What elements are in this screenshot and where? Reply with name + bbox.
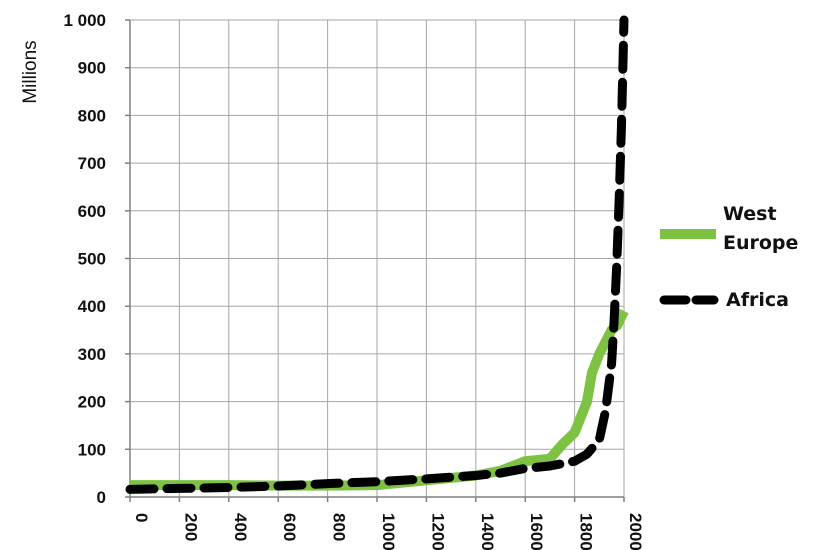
x-tick-label: 600 (280, 513, 299, 541)
x-tick-label: 1200 (428, 513, 447, 550)
y-tick-label: 500 (78, 250, 106, 269)
grid-lines (129, 19, 625, 498)
legend: West Europe Africa (659, 203, 798, 311)
x-tick-label: 1400 (478, 513, 497, 550)
x-tick-label: 1600 (527, 513, 546, 550)
series-line-africa (125, 15, 629, 494)
x-tick-label: 2000 (626, 513, 645, 550)
y-tick-label: 200 (78, 393, 106, 412)
y-tick-label: 600 (78, 202, 106, 221)
x-tick-label: 1800 (577, 513, 596, 550)
series-lines (125, 15, 629, 494)
y-tick-label: 900 (78, 59, 106, 78)
y-axis-ticks: 0 100 200 300 400 500 600 700 800 900 1 000 (63, 11, 130, 507)
y-tick-label: 800 (78, 106, 106, 125)
x-tick-label: 1000 (379, 513, 398, 550)
x-tick-label: 800 (330, 513, 349, 541)
x-tick-label: 0 (132, 513, 151, 522)
x-tick-label: 200 (181, 513, 200, 541)
y-tick-label: 0 (97, 488, 106, 507)
legend-label-line: Europe (723, 232, 798, 254)
y-tick-label: 100 (78, 440, 106, 459)
legend-label-west-europe: West Europe (723, 203, 798, 254)
y-tick-label: 300 (78, 345, 106, 364)
x-axis-ticks: 0 200 400 600 800 1000 1200 1400 1600 1800 2000 (129, 497, 645, 550)
y-tick-label: 700 (78, 154, 106, 173)
x-tick-label: 400 (231, 513, 250, 541)
legend-label-africa: Africa (726, 289, 789, 311)
y-tick-label: 400 (78, 297, 106, 316)
y-tick-label: 1 000 (63, 11, 106, 30)
legend-label-line: West (723, 203, 777, 225)
y-axis-label: Millions (20, 40, 41, 103)
